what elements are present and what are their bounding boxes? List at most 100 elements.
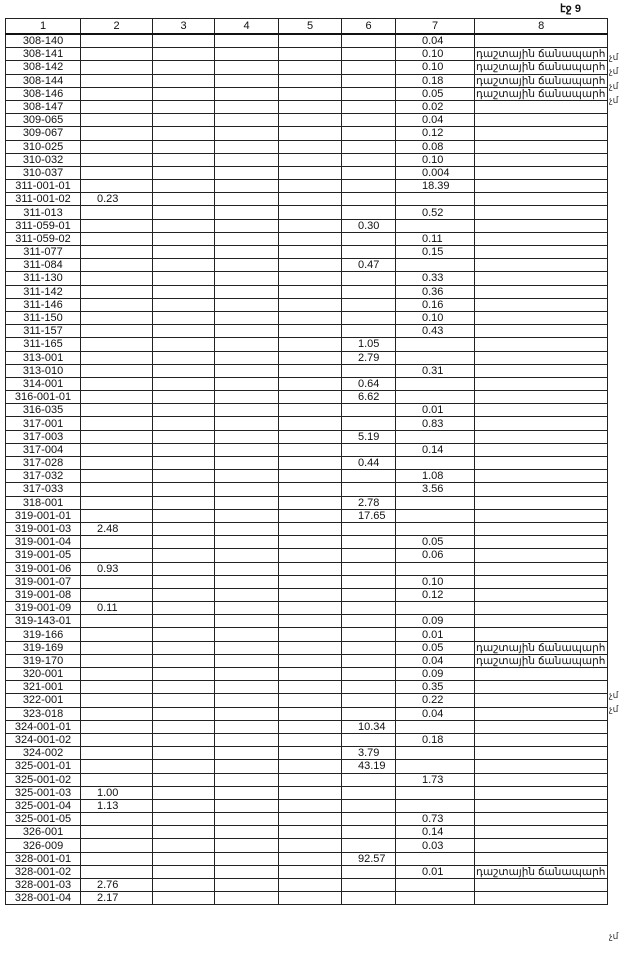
parcel-code-cell: 313-010 bbox=[5, 363, 81, 378]
column-2-cell bbox=[80, 297, 153, 312]
column-6-cell bbox=[341, 33, 396, 49]
table-row: 311-013 0.52 bbox=[5, 205, 609, 220]
column-6-cell bbox=[341, 785, 396, 800]
column-8-cell bbox=[473, 548, 609, 563]
column-4-cell bbox=[214, 152, 279, 167]
table-row: 316-001-01 6.62 bbox=[5, 390, 609, 405]
column-5-cell bbox=[278, 719, 342, 734]
column-8-cell bbox=[473, 416, 609, 431]
column-4-cell bbox=[214, 587, 279, 603]
side-mark: չմ bbox=[609, 66, 619, 77]
column-7-cell: 0.14 bbox=[395, 825, 475, 840]
column-4-cell bbox=[214, 244, 279, 260]
column-5-cell bbox=[278, 482, 342, 497]
side-mark: չմ bbox=[609, 703, 619, 714]
column-3-cell bbox=[152, 785, 215, 800]
parcel-code-cell: 311-142 bbox=[5, 284, 81, 299]
column-2-cell bbox=[80, 244, 153, 260]
column-8-cell bbox=[473, 732, 609, 748]
column-4-cell bbox=[214, 759, 279, 774]
table-row: 308-142 0.10 դաշտային ճանապարհ bbox=[5, 60, 609, 75]
column-3-cell bbox=[152, 310, 215, 326]
column-6-cell bbox=[341, 73, 396, 88]
column-7-cell bbox=[395, 798, 475, 814]
column-5-cell bbox=[278, 60, 342, 75]
column-2-cell bbox=[80, 152, 153, 167]
column-5-cell bbox=[278, 469, 342, 484]
column-6-cell: 0.64 bbox=[341, 376, 396, 392]
parcel-code-cell: 310-032 bbox=[5, 152, 81, 167]
column-8-cell bbox=[473, 258, 609, 273]
column-2-cell bbox=[80, 390, 153, 405]
column-3-cell bbox=[152, 680, 215, 695]
table-row: 311-001-02 0.23 bbox=[5, 192, 609, 207]
column-7-cell: 3.56 bbox=[395, 482, 475, 497]
column-7-cell: 0.09 bbox=[395, 666, 475, 682]
column-4-cell bbox=[214, 812, 279, 827]
column-4-cell bbox=[214, 376, 279, 392]
column-4-cell bbox=[214, 666, 279, 682]
parcel-code-cell: 319-001-06 bbox=[5, 561, 81, 576]
column-7-cell: 18.39 bbox=[395, 179, 475, 194]
column-4-cell bbox=[214, 218, 279, 233]
column-6-cell bbox=[341, 706, 396, 721]
column-7-cell: 0.06 bbox=[395, 548, 475, 563]
column-5-cell bbox=[278, 165, 342, 181]
column-7-cell: 0.22 bbox=[395, 693, 475, 708]
parcel-code-cell: 328-001-04 bbox=[5, 891, 81, 906]
column-7-cell bbox=[395, 508, 475, 523]
column-8-cell bbox=[473, 601, 609, 616]
column-4-cell bbox=[214, 614, 279, 629]
column-7-cell: 0.31 bbox=[395, 363, 475, 378]
column-6-cell bbox=[341, 86, 396, 101]
table-row: 319-001-08 0.12 bbox=[5, 587, 609, 603]
column-6-cell bbox=[341, 640, 396, 655]
column-5-cell bbox=[278, 785, 342, 800]
column-8-cell bbox=[473, 442, 609, 458]
table-row: 319-001-04 0.05 bbox=[5, 535, 609, 550]
column-2-cell bbox=[80, 653, 153, 669]
column-3-cell bbox=[152, 86, 215, 101]
parcel-code-cell: 319-170 bbox=[5, 653, 81, 669]
column-7-cell bbox=[395, 455, 475, 471]
column-6-cell: 2.78 bbox=[341, 495, 396, 510]
column-6-cell: 0.30 bbox=[341, 218, 396, 233]
column-4-cell bbox=[214, 877, 279, 893]
column-6-cell: 1.05 bbox=[341, 337, 396, 352]
column-2-cell: 0.11 bbox=[80, 601, 153, 616]
column-7-cell: 0.05 bbox=[395, 640, 475, 655]
table-row: 317-028 0.44 bbox=[5, 455, 609, 471]
parcel-code-cell: 325-001-02 bbox=[5, 772, 81, 787]
table-row: 310-025 0.08 bbox=[5, 139, 609, 154]
column-5-cell bbox=[278, 587, 342, 603]
column-3-cell bbox=[152, 891, 215, 906]
column-3-cell bbox=[152, 535, 215, 550]
column-3-cell bbox=[152, 455, 215, 471]
parcel-code-cell: 319-001-07 bbox=[5, 574, 81, 589]
column-5-cell bbox=[278, 614, 342, 629]
column-3-cell bbox=[152, 60, 215, 75]
column-8-cell bbox=[473, 574, 609, 589]
column-4-cell bbox=[214, 864, 279, 880]
column-7-cell: 0.11 bbox=[395, 231, 475, 247]
side-mark: չմ bbox=[609, 94, 619, 105]
parcel-code-cell: 328-001-03 bbox=[5, 877, 81, 893]
column-6-cell: 2.79 bbox=[341, 350, 396, 365]
column-5-cell bbox=[278, 680, 342, 695]
column-7-cell bbox=[395, 495, 475, 510]
column-4-cell bbox=[214, 442, 279, 458]
column-5-cell bbox=[278, 73, 342, 88]
column-6-cell: 10.34 bbox=[341, 719, 396, 734]
column-6-cell bbox=[341, 521, 396, 537]
column-7-cell bbox=[395, 785, 475, 800]
column-2-cell bbox=[80, 337, 153, 352]
table-row: 319-001-01 17.65 bbox=[5, 508, 609, 523]
column-7-cell bbox=[395, 390, 475, 405]
column-3-cell bbox=[152, 812, 215, 827]
column-5-cell bbox=[278, 429, 342, 444]
column-6-cell bbox=[341, 587, 396, 603]
column-2-cell bbox=[80, 812, 153, 827]
parcel-code-cell: 318-001 bbox=[5, 495, 81, 510]
table-row: 328-001-03 2.76 bbox=[5, 877, 609, 893]
column-2-cell bbox=[80, 469, 153, 484]
